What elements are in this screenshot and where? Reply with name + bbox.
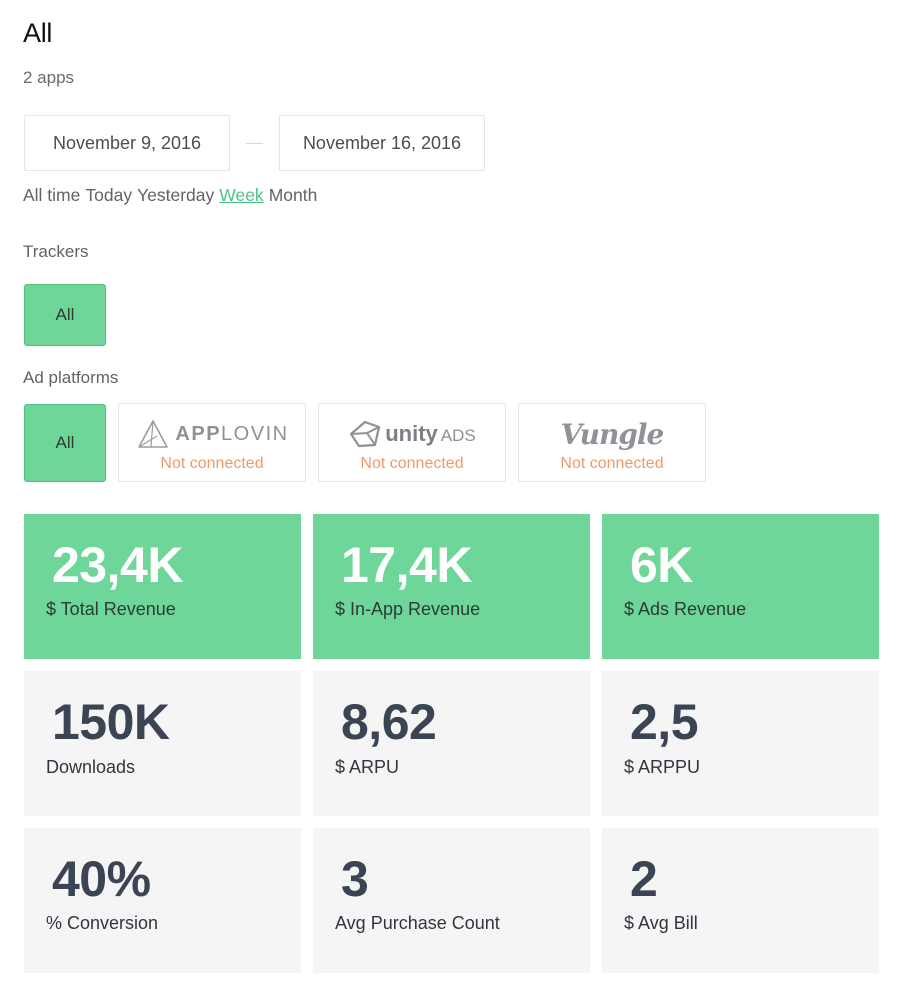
- date-range-separator: [246, 143, 263, 144]
- metric-label: $ ARPU: [335, 757, 400, 777]
- unity-ads-logo: unity ADS: [319, 418, 505, 450]
- metric-label: Downloads: [46, 757, 136, 777]
- period-week[interactable]: Week: [219, 185, 264, 205]
- unity-logo-rest: ADS: [440, 426, 476, 445]
- applovin-logo: APPLOVIN: [119, 418, 305, 450]
- applovin-logo-bold: APP: [175, 422, 222, 445]
- trackers-label: Trackers: [23, 242, 89, 261]
- metric-arppu: 2,5 $ ARPPU: [602, 671, 879, 816]
- platform-applovin[interactable]: APPLOVIN Not connected: [118, 403, 306, 482]
- period-yesterday[interactable]: Yesterday: [137, 185, 215, 205]
- metric-value: 6K: [630, 537, 693, 593]
- metric-total-revenue: 23,4K $ Total Revenue: [24, 514, 301, 659]
- metric-conversion: 40% % Conversion: [24, 828, 301, 973]
- applovin-logo-rest: LOVIN: [221, 422, 289, 445]
- metric-label: $ Ads Revenue: [624, 599, 747, 619]
- period-selector: All time Today Yesterday Week Month: [23, 185, 322, 206]
- metric-value: 150K: [52, 694, 170, 750]
- apps-count: 2 apps: [23, 68, 75, 87]
- metric-in-app-revenue: 17,4K $ In-App Revenue: [313, 514, 590, 659]
- metric-label: % Conversion: [46, 913, 159, 933]
- period-all-time[interactable]: All time: [23, 185, 81, 205]
- metric-label: Avg Purchase Count: [335, 913, 500, 933]
- date-from-input[interactable]: November 9, 2016: [24, 115, 230, 171]
- vungle-logo: Vungle: [519, 417, 705, 451]
- metric-value: 23,4K: [52, 537, 183, 593]
- ad-platforms-label: Ad platforms: [23, 368, 119, 387]
- period-today[interactable]: Today: [85, 185, 133, 205]
- metric-value: 3: [341, 851, 369, 907]
- metric-value: 2,5: [630, 694, 699, 750]
- metric-label: $ ARPPU: [624, 757, 701, 777]
- metric-ads-revenue: 6K $ Ads Revenue: [602, 514, 879, 659]
- metric-value: 8,62: [341, 694, 437, 750]
- unity-logo-bold: unity: [385, 421, 438, 446]
- unity-cube-icon: [350, 420, 381, 448]
- metric-value: 17,4K: [341, 537, 472, 593]
- metric-downloads: 150K Downloads: [24, 671, 301, 816]
- trackers-all-button[interactable]: All: [24, 284, 106, 346]
- vungle-logo-text: Vungle: [560, 417, 665, 451]
- page-title: All: [23, 18, 53, 48]
- ad-platforms-all-button[interactable]: All: [24, 404, 106, 482]
- vungle-status: Not connected: [560, 455, 664, 472]
- applovin-triangle-icon: [138, 420, 169, 448]
- metric-label: $ Avg Bill: [624, 913, 698, 933]
- metric-label: $ In-App Revenue: [335, 599, 481, 619]
- metric-value: 40%: [52, 851, 151, 907]
- date-to-input[interactable]: November 16, 2016: [279, 115, 485, 171]
- platform-unity-ads[interactable]: unity ADS Not connected: [318, 403, 506, 482]
- metric-label: $ Total Revenue: [46, 599, 176, 619]
- metric-value: 2: [630, 851, 658, 907]
- unity-ads-status: Not connected: [360, 455, 464, 472]
- metric-arpu: 8,62 $ ARPU: [313, 671, 590, 816]
- period-month[interactable]: Month: [268, 185, 318, 205]
- metric-avg-purchase-count: 3 Avg Purchase Count: [313, 828, 590, 973]
- applovin-status: Not connected: [160, 455, 264, 472]
- metric-avg-bill: 2 $ Avg Bill: [602, 828, 879, 973]
- platform-vungle[interactable]: Vungle Not connected: [518, 403, 706, 482]
